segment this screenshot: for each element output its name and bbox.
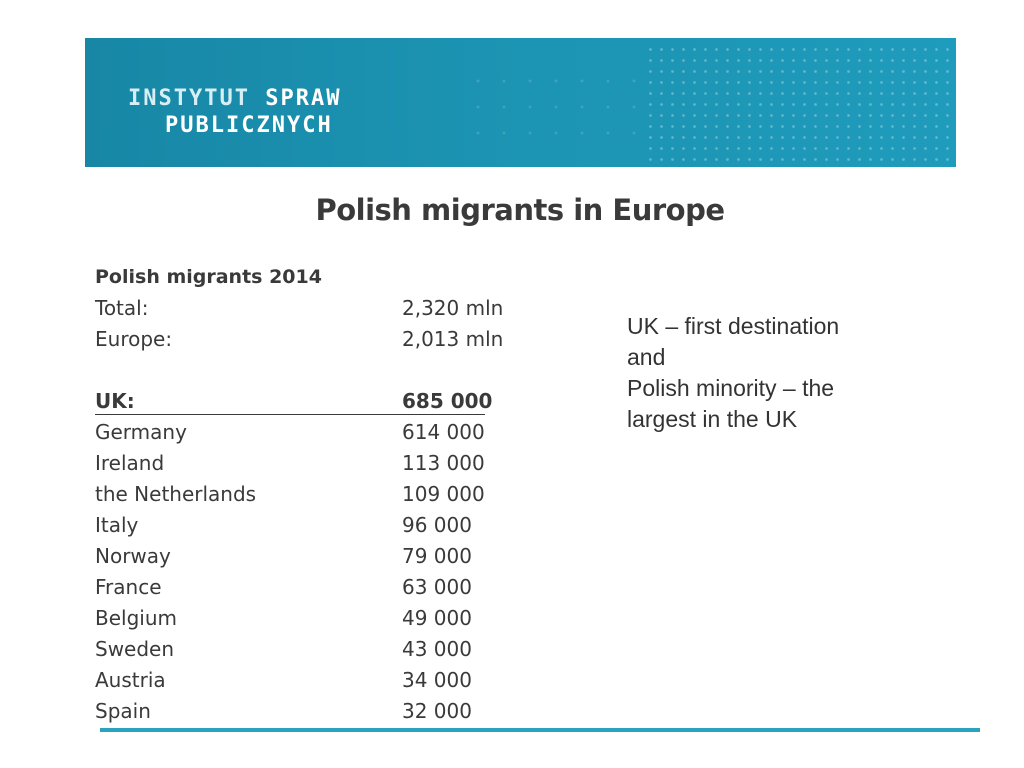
row-value: 2,320 mln (402, 296, 504, 320)
row-label: Austria (95, 668, 166, 692)
row-label: Total: (95, 296, 149, 320)
logo-line-1: INSTYTUT SPRAW (128, 85, 341, 112)
row-value: 34 000 (402, 668, 472, 692)
institute-logo: INSTYTUT SPRAW PUBLICZNYCH (128, 85, 341, 139)
row-label: Europe: (95, 327, 173, 351)
note-line: and (627, 344, 666, 370)
uk-row-underline (95, 414, 485, 415)
row-value: 109 000 (402, 482, 485, 506)
row-value: 32 000 (402, 699, 472, 723)
row-label: Germany (95, 420, 187, 444)
row-label: Norway (95, 544, 171, 568)
uk-note: UK – first destination and Polish minori… (627, 311, 897, 435)
row-label: UK: (95, 389, 135, 413)
row-value: 79 000 (402, 544, 472, 568)
header-banner: INSTYTUT SPRAW PUBLICZNYCH (85, 38, 956, 167)
row-value: 614 000 (402, 420, 485, 444)
row-value: 96 000 (402, 513, 472, 537)
note-line: largest in the UK (627, 406, 798, 432)
footer-divider (100, 728, 980, 732)
note-line: UK – first destination (627, 313, 840, 339)
row-value: 685 000 (402, 389, 493, 413)
logo-line-2: PUBLICZNYCH (165, 113, 333, 138)
row-value: 113 000 (402, 451, 485, 475)
row-value: 43 000 (402, 637, 472, 661)
note-line: Polish minority – the (627, 375, 835, 401)
row-value: 63 000 (402, 575, 472, 599)
row-label: Italy (95, 513, 139, 537)
logo-word-spraw: SPRAW (265, 86, 342, 111)
banner-dot-pattern (645, 44, 955, 162)
row-value: 2,013 mln (402, 327, 504, 351)
row-label: Ireland (95, 451, 165, 475)
logo-word-instytut: INSTYTUT (128, 86, 266, 111)
row-label: Sweden (95, 637, 175, 661)
row-label: France (95, 575, 162, 599)
row-label: the Netherlands (95, 482, 257, 506)
row-label: Spain (95, 699, 151, 723)
banner-dot-pattern-faint (465, 68, 655, 148)
row-label: Belgium (95, 606, 177, 630)
slide-title: Polish migrants in Europe (315, 193, 725, 227)
table-heading-label: Polish migrants 2014 (95, 266, 322, 288)
row-value: 49 000 (402, 606, 472, 630)
